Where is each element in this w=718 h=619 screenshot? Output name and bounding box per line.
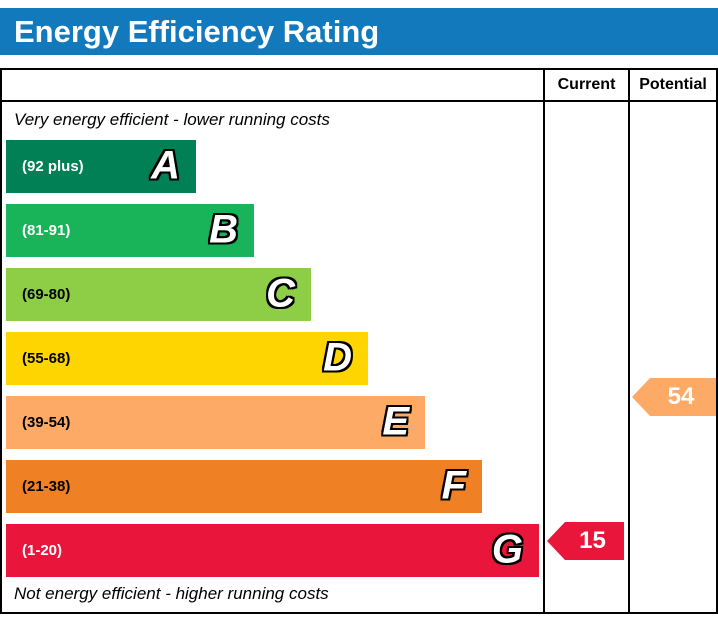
current-rating-value: 15 <box>579 527 606 554</box>
band-a-range: (92 plus) <box>22 158 84 175</box>
band-b-range: (81-91) <box>22 222 71 239</box>
band-a-letter: A <box>151 142 180 187</box>
band-c-range: (69-80) <box>22 286 71 303</box>
caption-very-efficient: Very energy efficient - lower running co… <box>14 110 330 129</box>
page-title: Energy Efficiency Rating <box>0 8 718 55</box>
page-title-text: Energy Efficiency Rating <box>14 13 380 49</box>
potential-rating-value: 54 <box>667 383 695 410</box>
band-e-letter: E <box>382 398 409 443</box>
current-rating-arrow: 15 <box>547 522 624 560</box>
band-g-range: (1-20) <box>22 542 63 559</box>
band-c: (69-80) C <box>6 268 311 321</box>
caption-not-efficient: Not energy efficient - higher running co… <box>14 584 329 603</box>
band-c-letter: C <box>266 270 295 315</box>
current-column-header: Current <box>557 76 616 93</box>
potential-rating-arrow: 54 <box>632 378 716 416</box>
band-d-letter: D <box>323 334 352 379</box>
potential-column-header: Potential <box>639 76 707 93</box>
band-g: (1-20) G <box>6 524 539 577</box>
band-g-letter: G <box>491 526 523 571</box>
band-e-range: (39-54) <box>22 414 71 431</box>
energy-efficiency-chart: Current Potential Very energy efficient … <box>0 68 718 614</box>
band-d-range: (55-68) <box>22 350 71 367</box>
band-b-letter: B <box>209 206 238 251</box>
band-d: (55-68) D <box>6 332 368 385</box>
band-f-letter: F <box>441 462 466 507</box>
band-a: (92 plus) A <box>6 140 196 193</box>
band-b: (81-91) B <box>6 204 254 257</box>
band-f-range: (21-38) <box>22 478 71 495</box>
current-column-divider <box>543 70 545 612</box>
band-e: (39-54) E <box>6 396 425 449</box>
band-f: (21-38) F <box>6 460 482 513</box>
header-row-divider <box>2 100 716 102</box>
potential-column-divider <box>628 70 630 612</box>
